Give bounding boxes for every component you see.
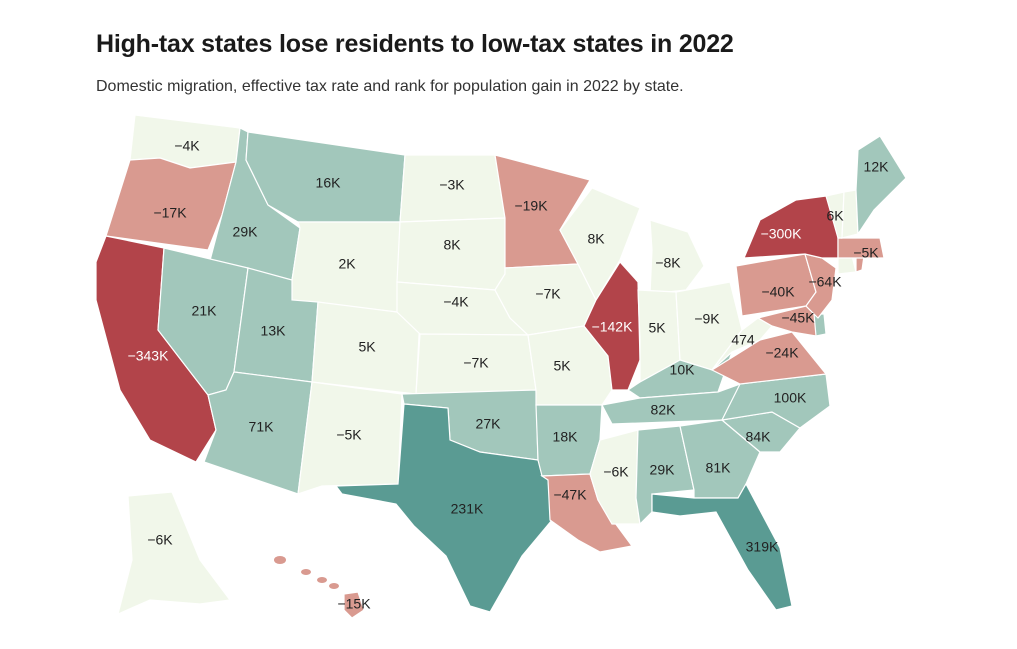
state-hawaii bbox=[343, 591, 365, 619]
state-label-oklahoma: 27K bbox=[476, 416, 502, 432]
page-title: High-tax states lose residents to low-ta… bbox=[96, 30, 734, 58]
state-label-minnesota: −19K bbox=[514, 198, 548, 214]
state-virginia bbox=[710, 331, 828, 385]
state-label-maryland: −45K bbox=[781, 310, 815, 326]
state-hawaii-island bbox=[301, 569, 311, 575]
state-label-missouri: 5K bbox=[553, 358, 571, 374]
state-label-arkansas: 18K bbox=[553, 429, 579, 445]
state-label-montana: 16K bbox=[316, 175, 342, 191]
state-label-kentucky: 10K bbox=[670, 362, 696, 378]
state-label-mississippi: −6K bbox=[603, 464, 629, 480]
state-label-washington: −4K bbox=[174, 138, 200, 154]
state-label-nebraska: −4K bbox=[443, 294, 469, 310]
state-label-arizona: 71K bbox=[249, 419, 275, 435]
state-label-pennsylvania: −40K bbox=[761, 284, 795, 300]
page-subtitle: Domestic migration, effective tax rate a… bbox=[96, 78, 684, 95]
state-label-south-dakota: 8K bbox=[443, 237, 461, 253]
state-label-georgia: 81K bbox=[706, 460, 732, 476]
state-label-new-mexico: −5K bbox=[336, 427, 362, 443]
state-label-north-dakota: −3K bbox=[439, 177, 465, 193]
state-label-ohio: −9K bbox=[694, 311, 720, 327]
state-label-massachusetts: −5K bbox=[853, 245, 879, 261]
state-label-virginia: −24K bbox=[765, 345, 799, 361]
state-hawaii-island bbox=[329, 583, 339, 589]
state-label-wisconsin: 8K bbox=[587, 231, 605, 247]
state-florida bbox=[651, 482, 793, 611]
state-new-hampshire bbox=[841, 189, 859, 239]
state-label-new-jersey: −64K bbox=[808, 274, 842, 290]
state-south-dakota bbox=[396, 217, 506, 291]
state-alaska bbox=[117, 491, 232, 616]
state-hawaii-island bbox=[317, 577, 327, 583]
state-label-kansas: −7K bbox=[463, 355, 489, 371]
state-label-louisiana: −47K bbox=[553, 487, 587, 503]
state-delaware bbox=[813, 313, 827, 337]
state-label-alabama: 29K bbox=[650, 462, 676, 478]
state-label-tennessee: 82K bbox=[651, 402, 677, 418]
state-maine bbox=[855, 135, 907, 236]
state-label-indiana: 5K bbox=[648, 320, 666, 336]
state-label-illinois: −142K bbox=[592, 319, 634, 335]
state-label-colorado: 5K bbox=[358, 339, 376, 355]
state-label-new-york: −300K bbox=[761, 226, 803, 242]
state-label-wyoming: 2K bbox=[338, 256, 356, 272]
state-label-utah: 13K bbox=[261, 323, 287, 339]
state-label-south-carolina: 84K bbox=[746, 429, 772, 445]
state-label-california: −343K bbox=[128, 348, 170, 364]
state-texas bbox=[334, 403, 553, 613]
state-label-west-virginia: 474 bbox=[731, 332, 755, 348]
state-label-florida: 319K bbox=[746, 539, 779, 555]
state-label-oregon: −17K bbox=[153, 205, 187, 221]
state-label-idaho: 29K bbox=[233, 224, 259, 240]
state-label-alaska: −6K bbox=[147, 532, 173, 548]
state-wisconsin bbox=[559, 187, 641, 302]
state-hawaii-island bbox=[274, 556, 286, 564]
state-label-hawaii: −15K bbox=[337, 596, 371, 612]
state-massachusetts bbox=[837, 237, 885, 259]
state-label-maine: 12K bbox=[864, 159, 890, 175]
state-label-north-carolina: 100K bbox=[774, 390, 807, 406]
state-label-nevada: 21K bbox=[192, 303, 218, 319]
state-label-iowa: −7K bbox=[535, 286, 561, 302]
state-new-jersey bbox=[804, 253, 837, 319]
state-label-vermont: 6K bbox=[826, 208, 844, 224]
state-label-michigan: −8K bbox=[655, 255, 681, 271]
state-label-texas: 231K bbox=[451, 501, 484, 517]
